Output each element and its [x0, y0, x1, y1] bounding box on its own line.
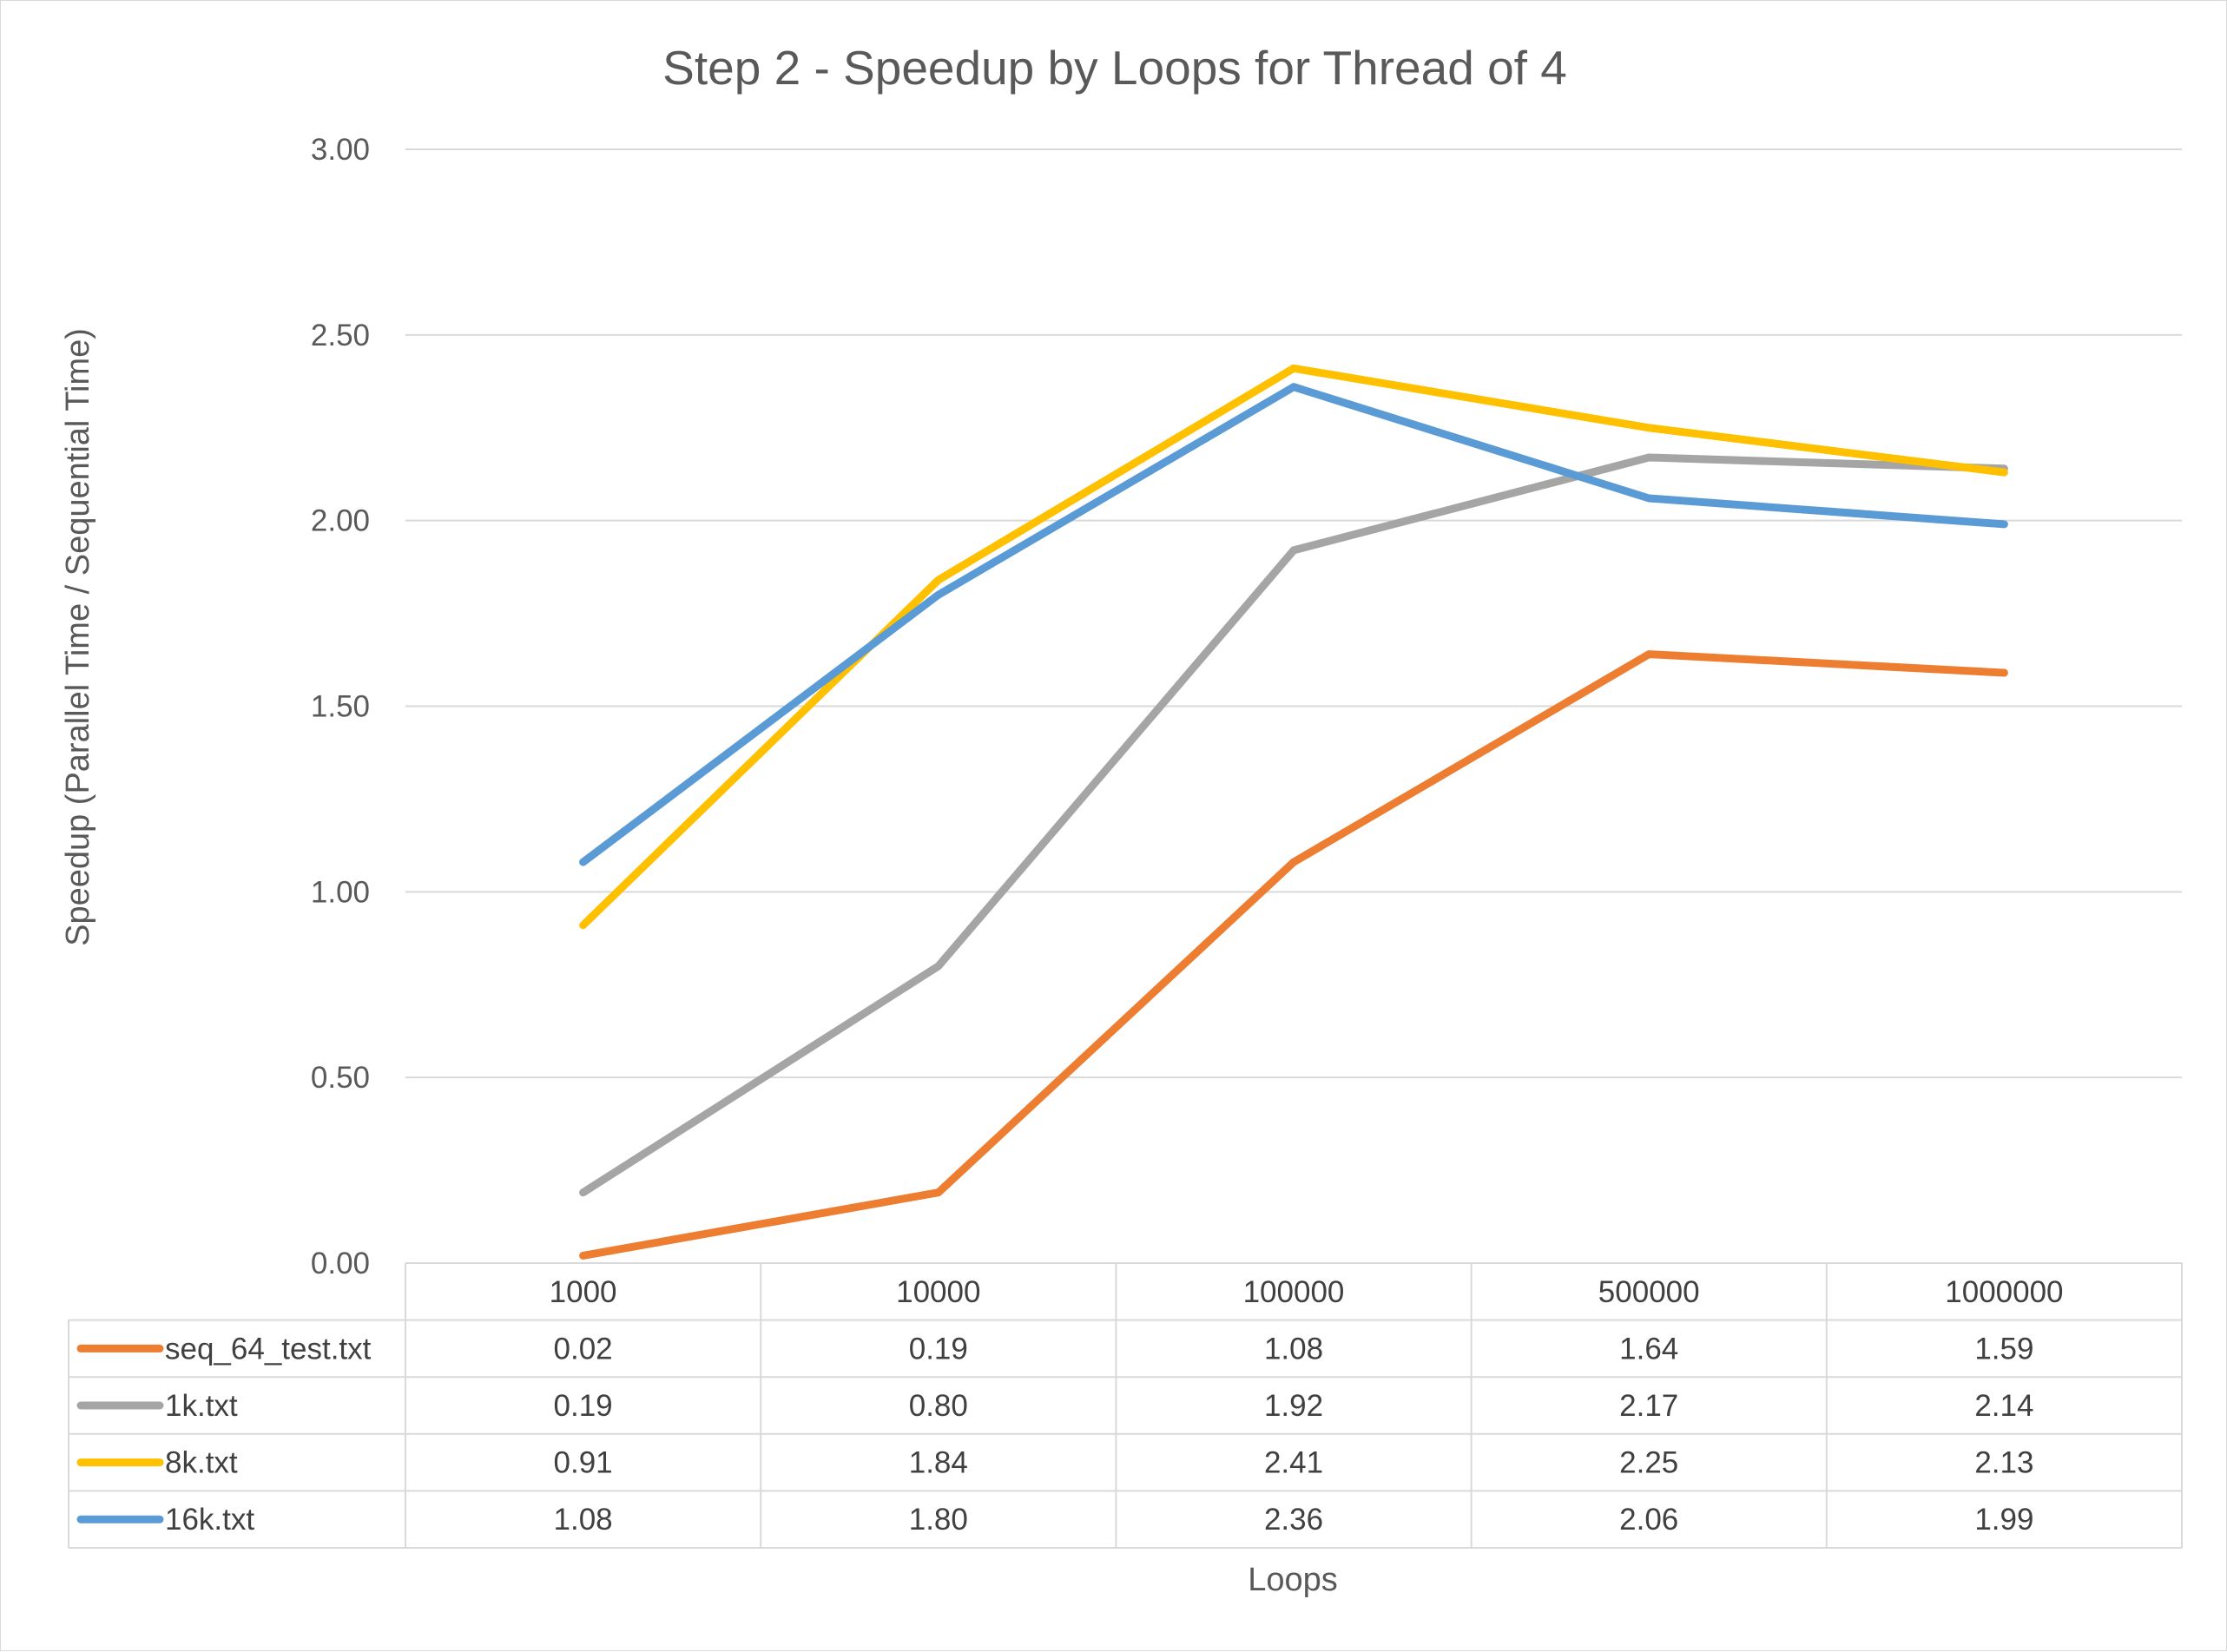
table-cell-value: 0.80 — [909, 1389, 968, 1423]
table-cell-value: 1.64 — [1619, 1332, 1678, 1366]
y-axis-tick-labels: 0.00 0.50 1.00 1.50 2.00 2.50 3.00 — [311, 133, 370, 1280]
x-tick-label: 10000 — [896, 1275, 980, 1309]
table-cell-value: 1.92 — [1264, 1389, 1323, 1423]
x-tick-label: 500000 — [1598, 1275, 1700, 1309]
legend-label: 8k.txt — [165, 1446, 238, 1480]
y-axis-label: Speedup (Parallel Time / Sequential Time… — [60, 328, 96, 946]
y-tick-label: 1.50 — [311, 690, 370, 724]
series-line — [579, 650, 2008, 1260]
table-cell-value: 0.19 — [909, 1332, 968, 1366]
y-tick-label: 2.50 — [311, 319, 370, 352]
legend-label: seq_64_test.txt — [165, 1332, 372, 1366]
table-cell-value: 1.08 — [1264, 1332, 1323, 1366]
y-tick-label: 3.00 — [311, 133, 370, 167]
y-tick-label: 0.00 — [311, 1247, 370, 1280]
table-cell-value: 1.08 — [554, 1503, 613, 1537]
x-tick-label: 1000000 — [1945, 1275, 2063, 1309]
data-table: 1000 10000 100000 500000 1000000 seq_64_test.… — [68, 1262, 2183, 1549]
x-tick-label: 1000 — [550, 1275, 617, 1309]
table-cell-value: 2.13 — [1974, 1446, 2033, 1480]
series-lines — [579, 364, 2008, 1260]
table-cell-value: 1.80 — [909, 1503, 968, 1537]
table-cell-value: 2.14 — [1974, 1389, 2033, 1423]
x-tick-label: 100000 — [1243, 1275, 1345, 1309]
chart-title: Step 2 - Speedup by Loops for Thread of … — [662, 41, 1567, 95]
legend-label: 1k.txt — [165, 1389, 238, 1423]
table-cell-value: 1.99 — [1974, 1503, 2033, 1537]
y-tick-label: 0.50 — [311, 1061, 370, 1095]
table-cell-value: 2.06 — [1619, 1503, 1678, 1537]
series-line — [579, 364, 2008, 930]
table-cell-value: 2.41 — [1264, 1446, 1323, 1480]
table-cell-value: 0.91 — [554, 1446, 613, 1480]
table-cell-value: 2.17 — [1619, 1389, 1678, 1423]
series-line — [579, 383, 2008, 866]
table-cell-value: 0.19 — [554, 1389, 613, 1423]
y-tick-label: 1.00 — [311, 875, 370, 909]
table-cell-value: 0.02 — [554, 1332, 613, 1366]
table-cell-value: 2.25 — [1619, 1446, 1678, 1480]
y-tick-label: 2.00 — [311, 504, 370, 538]
table-cell-value: 1.84 — [909, 1446, 968, 1480]
gridlines — [405, 148, 2182, 1079]
table-cell-value: 2.36 — [1264, 1503, 1323, 1537]
legend-label: 16k.txt — [165, 1503, 254, 1537]
series-line — [579, 453, 2008, 1197]
table-cell-value: 1.59 — [1974, 1332, 2033, 1366]
x-axis-label: Loops — [1248, 1562, 1338, 1598]
